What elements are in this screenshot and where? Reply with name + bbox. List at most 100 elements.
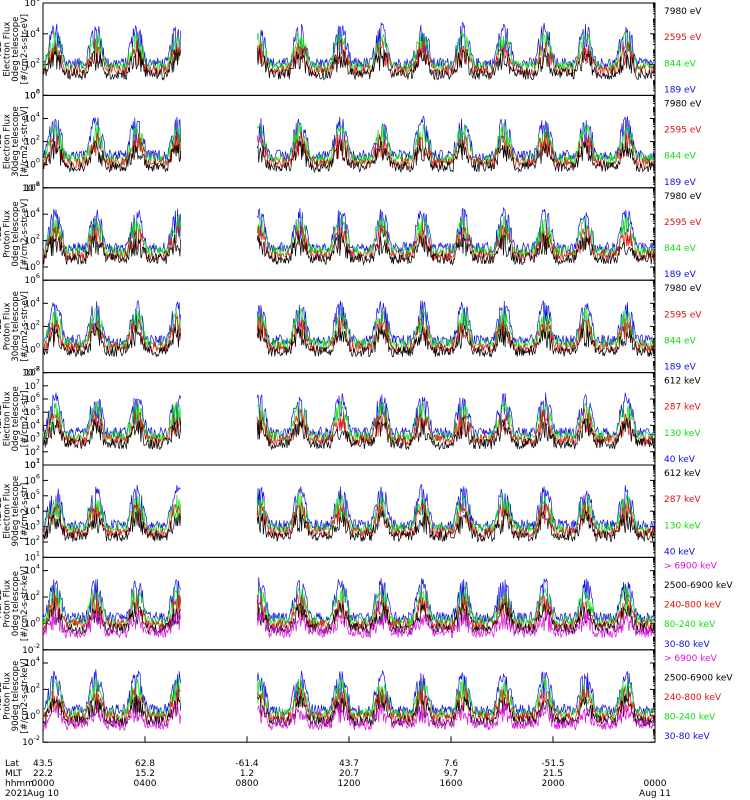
y-tick-exponent: 2 [36,534,40,542]
series-line [42,48,655,81]
y-tick-exponent: 6 [36,472,40,480]
y-tick-exponent: 4 [36,295,40,303]
legend-entry: 287 keV [664,495,701,505]
legend-entry: 2595 eV [664,33,702,43]
y-axis-label-line: [#/cm2-s-str-eV] [20,106,30,176]
y-tick-exponent: 3 [36,431,40,439]
y-tick-exponent: 1 [36,457,40,465]
x-tick-label-mlt: 9.7 [444,769,458,779]
x-tick-label-lat: 7.6 [444,759,459,769]
x-tick-label-lat: 43.5 [33,759,53,769]
y-tick-exponent: 6 [36,272,40,280]
y-tick-exponent: 0 [36,615,40,623]
y-tick-label: 101 [24,549,40,563]
legend-entry: 189 eV [664,85,697,95]
y-axis-label-line: [#/cm2-s-str] [20,483,30,540]
x-tick-label-hhmm: 0400 [134,779,157,789]
y-tick-exponent: 0 [36,157,40,165]
y-axis-label-line: 30deg telescope [11,291,21,362]
x-tick-label-lat: 62.8 [135,759,155,769]
legend-entry: 240-800 keV [664,693,722,703]
y-axis-label-line: [#/cm2-s-str-eV] [20,291,30,361]
x-tick-label-mlt: 1.2 [240,769,254,779]
y-axis-label-line: [#/cm2-s-str-eV] [20,199,30,269]
x-tick-label-lat: -61.4 [235,759,259,769]
legend-entry: 2500-6900 keV [664,581,733,591]
y-tick-exponent: 8 [36,365,40,373]
y-tick-label: 107 [24,378,40,392]
y-axis-label-line: Electron Flux [3,22,13,77]
y-tick-exponent: 7 [36,457,40,465]
legend-entry: 2595 eV [664,126,702,136]
y-tick-exponent: -2 [34,642,40,650]
y-tick-exponent: 5 [36,404,40,412]
x-tick-label-date: Aug 11 [639,789,671,799]
y-axis-label-line: Proton Flux [3,672,13,720]
x-row-label: Lat [5,759,20,769]
y-tick-label: 108 [24,365,40,379]
y-tick-exponent: 7 [36,378,40,386]
series-line [42,299,655,347]
series-line [42,122,655,166]
y-axis-label-line: Proton Flux [3,210,13,258]
y-axis-label-line: MEPED [0,496,4,526]
x-tick-label-hhmm: 0800 [236,779,259,789]
y-tick-exponent: 2 [36,233,40,241]
series-line [42,593,655,632]
series-line [42,702,655,731]
y-axis-label-line: [#/cm2-s-str-eV] [20,14,30,84]
y-axis-label-line: 90deg telescope [11,661,21,732]
y-axis-label-line: [#/cm2-s-str] [20,390,30,447]
y-tick-exponent: 2 [36,589,40,597]
series-line [42,315,655,355]
y-tick-exponent: 0 [36,259,40,267]
y-tick-exponent: 4 [36,655,40,663]
x-row-label: hhmm [5,779,34,789]
y-axis-label: TEDProton Flux0deg telescope[#/cm2-s-str… [0,199,30,269]
x-tick-label-mlt: 15.2 [135,769,155,779]
y-tick-exponent: 4 [36,563,40,571]
series-line [42,215,655,259]
legend-entry: 40 keV [664,547,696,557]
y-tick-exponent: 4 [36,111,40,119]
legend-entry: 30-80 keV [664,640,710,650]
series-line [42,694,655,728]
y-tick-exponent: 2 [36,444,40,452]
panel-frame [42,2,656,96]
y-tick-exponent: 4 [36,417,40,425]
y-axis-label-line: 0deg telescope [11,571,21,636]
x-tick-label-date: Aug 10 [27,789,59,799]
x-row-label: MLT [5,769,23,779]
legend-entry: 612 keV [664,469,701,479]
x-tick-label-hhmm: 0000 [644,779,667,789]
y-axis-label-line: MEPED [0,681,4,711]
series-line [42,224,655,262]
x-tick-label-hhmm: 1200 [338,779,361,789]
legend-entry: > 6900 keV [664,654,718,664]
y-axis-label: MEPEDProton Flux90deg telescope[#/cm2-s-… [0,659,30,734]
y-tick-exponent: 1 [36,549,40,557]
x-tick-label-lat: -51.5 [541,759,564,769]
series-line [42,408,655,447]
y-axis-label-line: MEPED [0,403,4,433]
x-tick-label-mlt: 22.2 [33,769,53,779]
y-tick-exponent: 2 [36,57,40,65]
series-line [42,232,655,266]
legend-entry: 189 eV [664,270,697,280]
y-tick-exponent: 0 [36,342,40,350]
legend-entry: 2595 eV [664,310,702,320]
legend-entry: 844 eV [664,59,697,69]
legend-entry: 130 keV [664,429,701,439]
y-tick-exponent: 4 [36,503,40,511]
x-tick-label-lat: 43.7 [339,759,359,769]
y-axis-label: TEDProton Flux30deg telescope[#/cm2-s-st… [0,291,30,362]
y-axis-label-line: Electron Flux [3,114,13,169]
series-line [42,325,655,358]
